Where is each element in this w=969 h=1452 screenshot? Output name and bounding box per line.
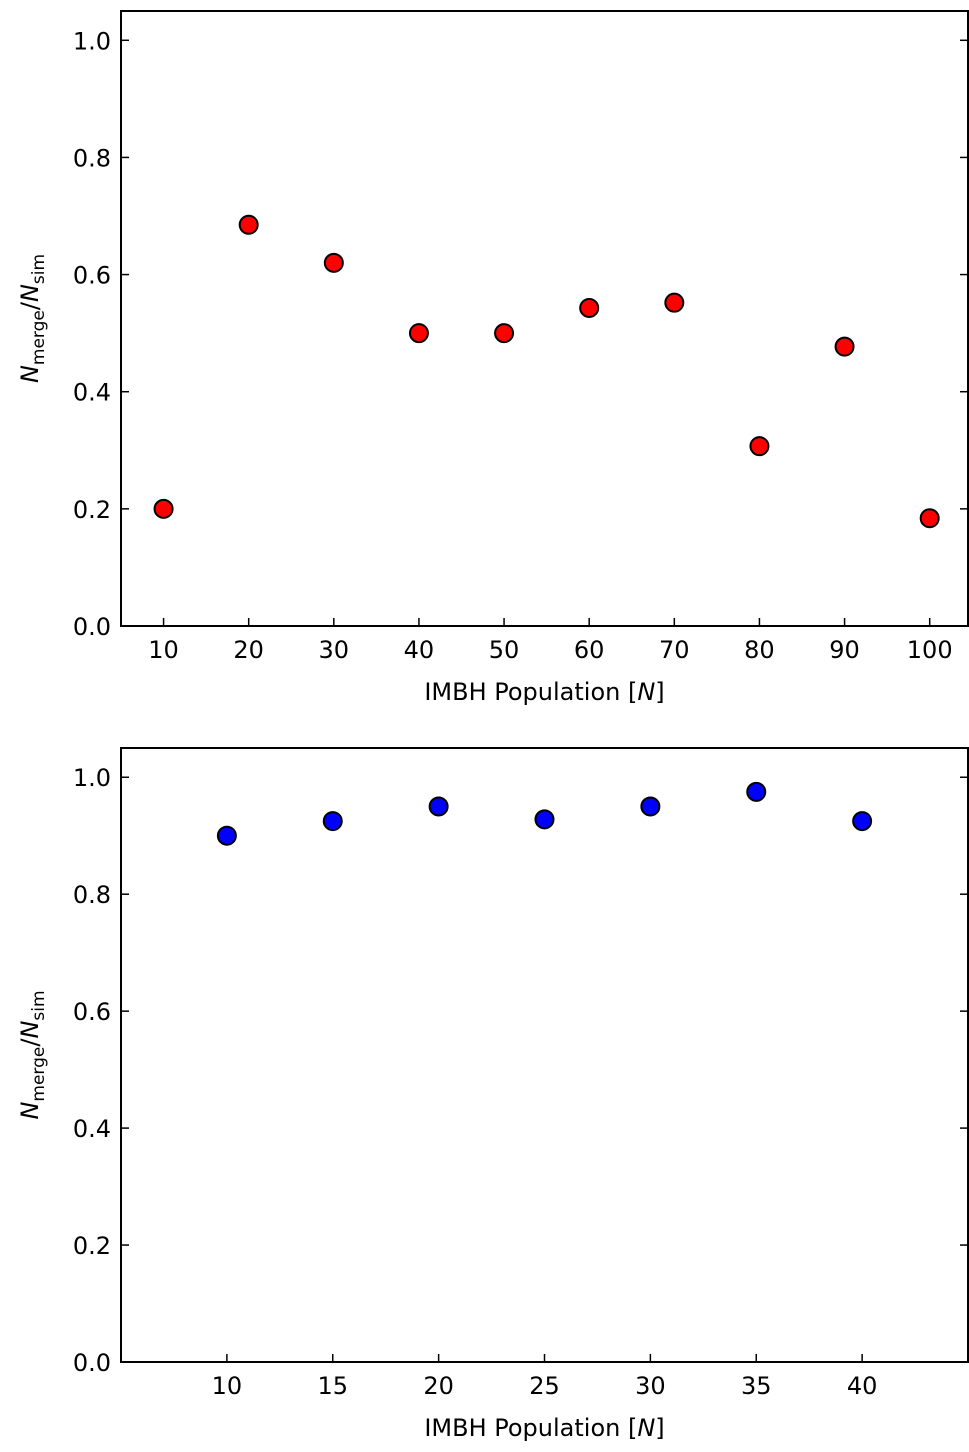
y-label-part: sim bbox=[29, 254, 49, 284]
x-tick-label: 60 bbox=[574, 636, 605, 664]
y-tick-label: 1.0 bbox=[73, 764, 111, 792]
x-label-part: ] bbox=[655, 678, 664, 706]
y-tick-label: 0.8 bbox=[73, 881, 111, 909]
point bbox=[746, 781, 767, 802]
x-label-part: N bbox=[637, 678, 655, 706]
y-label-part: N bbox=[16, 1021, 44, 1039]
x-tick-label: 50 bbox=[489, 636, 520, 664]
x-tick-label: 25 bbox=[529, 1372, 560, 1400]
x-tick-label: 10 bbox=[212, 1372, 243, 1400]
x-tick-label: 100 bbox=[907, 636, 953, 664]
point bbox=[664, 292, 685, 313]
point bbox=[216, 825, 237, 846]
point bbox=[852, 811, 873, 832]
y-tick-label: 0.0 bbox=[73, 1349, 111, 1377]
x-tick-label: 40 bbox=[404, 636, 435, 664]
x-tick-label: 35 bbox=[741, 1372, 772, 1400]
y-tick-label: 0.8 bbox=[73, 144, 111, 172]
plot-frame bbox=[120, 747, 969, 1363]
point bbox=[640, 796, 661, 817]
point bbox=[919, 508, 940, 529]
point bbox=[428, 796, 449, 817]
y-label-part: N bbox=[16, 1102, 44, 1120]
y-tick-label: 0.2 bbox=[73, 1232, 111, 1260]
y-label-part: merge bbox=[29, 1047, 49, 1102]
x-label-part: IMBH Population [ bbox=[424, 678, 637, 706]
x-label-part: ] bbox=[655, 1414, 664, 1442]
y-label-part: N bbox=[16, 284, 44, 302]
y-label-part: sim bbox=[29, 990, 49, 1020]
x-tick-label: 80 bbox=[744, 636, 775, 664]
point bbox=[153, 498, 174, 519]
y-label-part: / bbox=[16, 301, 44, 310]
x-axis-label: IMBH Population [N] bbox=[424, 678, 664, 706]
y-tick-label: 0.6 bbox=[73, 262, 111, 290]
y-label-part: N bbox=[16, 365, 44, 383]
chart: 0.0 0.2 0.4 0.6 0.8 1.0 10 20 30 40 50 60 70 80 90 100 I… bbox=[16, 10, 969, 706]
point bbox=[494, 323, 515, 344]
point bbox=[534, 809, 555, 830]
y-axis-label: Nmerge/Nsim bbox=[16, 254, 49, 383]
y-label-part: / bbox=[16, 1038, 44, 1047]
y-tick-label: 0.2 bbox=[73, 496, 111, 524]
x-label-part: N bbox=[637, 1414, 655, 1442]
y-label-part: merge bbox=[29, 310, 49, 365]
point bbox=[238, 214, 259, 235]
x-tick-label: 70 bbox=[659, 636, 690, 664]
x-tick-label: 90 bbox=[829, 636, 860, 664]
x-tick-label: 10 bbox=[148, 636, 179, 664]
point bbox=[323, 252, 344, 273]
x-tick-label: 15 bbox=[317, 1372, 348, 1400]
x-tick-label: 40 bbox=[847, 1372, 878, 1400]
y-tick-label: 0.6 bbox=[73, 998, 111, 1026]
y-tick-label: 1.0 bbox=[73, 27, 111, 55]
chart: 0.0 0.2 0.4 0.6 0.8 1.0 10 15 20 25 30 35 40 IMBH Pop… bbox=[16, 747, 969, 1442]
y-tick-label: 0.4 bbox=[73, 1115, 111, 1143]
plot-frame bbox=[120, 10, 969, 627]
point bbox=[749, 436, 770, 457]
x-tick-label: 30 bbox=[635, 1372, 666, 1400]
x-tick-label: 20 bbox=[233, 636, 264, 664]
y-tick-label: 0.4 bbox=[73, 379, 111, 407]
point bbox=[579, 297, 600, 318]
point bbox=[834, 336, 855, 357]
x-label-part: IMBH Population [ bbox=[424, 1414, 637, 1442]
y-tick-label: 0.0 bbox=[73, 613, 111, 641]
y-axis-label: Nmerge/Nsim bbox=[16, 990, 49, 1119]
point bbox=[408, 323, 429, 344]
x-tick-label: 30 bbox=[319, 636, 350, 664]
x-tick-label: 20 bbox=[423, 1372, 454, 1400]
point bbox=[322, 811, 343, 832]
x-axis-label: IMBH Population [N] bbox=[424, 1414, 664, 1442]
